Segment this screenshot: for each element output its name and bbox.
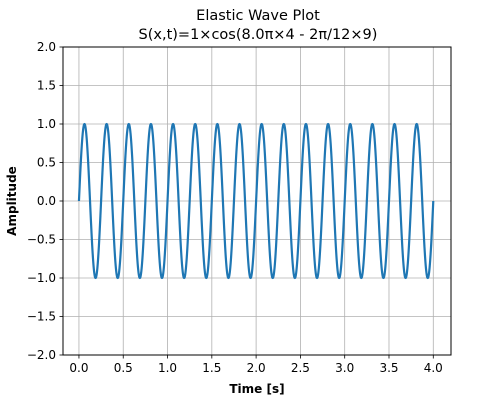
y-axis-ticks: −2.0 −1.5 −1.0 −0.5 0.0 0.5 1.0 1.5 2.0 (27, 40, 63, 362)
x-tick-label: 0.0 (69, 361, 88, 375)
x-tick-label: 2.5 (291, 361, 310, 375)
y-tick-label: 0.0 (37, 194, 56, 208)
y-tick-label: 1.0 (37, 117, 56, 131)
chart-subtitle: S(x,t)=1×cos(8.0π×4 - 2π/12×9) (139, 27, 378, 43)
y-tick-label: −2.0 (27, 348, 56, 362)
y-tick-label: −0.5 (27, 233, 56, 247)
chart-title: Elastic Wave Plot (196, 8, 320, 24)
y-tick-label: 2.0 (37, 40, 56, 54)
x-tick-label: 0.5 (114, 361, 133, 375)
y-tick-label: −1.0 (27, 271, 56, 285)
x-tick-label: 1.5 (202, 361, 221, 375)
y-tick-label: 0.5 (37, 156, 56, 170)
series-line (77, 122, 435, 280)
x-tick-label: 1.0 (158, 361, 177, 375)
y-tick-label: −1.5 (27, 310, 56, 324)
x-tick-label: 3.0 (335, 361, 354, 375)
x-tick-label: 4.0 (424, 361, 443, 375)
series-layer (77, 122, 435, 280)
y-tick-label: 1.5 (37, 79, 56, 93)
x-axis-label: Time [s] (229, 382, 284, 396)
x-tick-label: 3.5 (379, 361, 398, 375)
x-axis-ticks: 0.0 0.5 1.0 1.5 2.0 2.5 3.0 3.5 4.0 (69, 355, 443, 375)
x-tick-label: 2.0 (247, 361, 266, 375)
y-axis-label: Amplitude (5, 166, 19, 236)
